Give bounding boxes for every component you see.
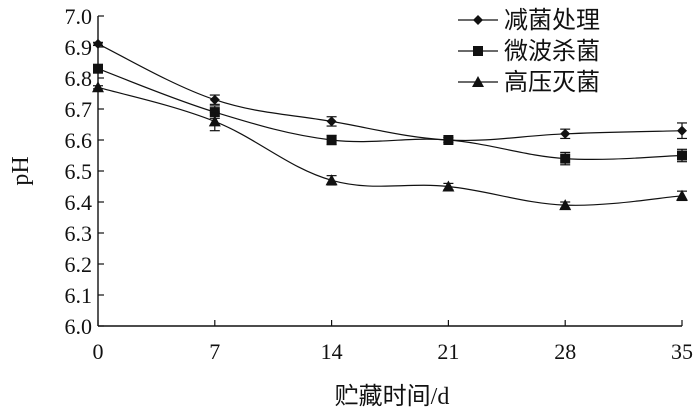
series-line bbox=[97, 43, 683, 142]
series-layer bbox=[92, 38, 688, 211]
series-triangle bbox=[92, 81, 688, 211]
x-tick-label: 0 bbox=[93, 339, 104, 364]
y-tick-label: 6.4 bbox=[65, 190, 93, 215]
data-point bbox=[93, 38, 103, 49]
data-point bbox=[677, 150, 687, 161]
data-point bbox=[208, 115, 221, 127]
legend-item: 减菌处理 bbox=[458, 7, 600, 34]
x-tick-label: 35 bbox=[671, 339, 693, 364]
y-tick-label: 6.0 bbox=[65, 314, 93, 339]
y-tick-label: 6.8 bbox=[65, 66, 93, 91]
data-point bbox=[326, 135, 337, 145]
legend-item: 高压灭菌 bbox=[458, 69, 600, 96]
data-point bbox=[92, 81, 104, 93]
data-point bbox=[93, 63, 103, 74]
x-tick-label: 28 bbox=[554, 339, 576, 364]
x-tick-label: 7 bbox=[209, 339, 220, 364]
legend-marker bbox=[472, 76, 484, 87]
data-point bbox=[326, 116, 337, 127]
x-tick-label: 14 bbox=[321, 339, 343, 364]
legend-label: 高压灭菌 bbox=[504, 69, 600, 96]
y-axis-title: pH bbox=[8, 156, 34, 185]
data-point bbox=[325, 174, 338, 186]
y-tick-label: 6.3 bbox=[65, 221, 93, 246]
series-line bbox=[97, 68, 683, 160]
data-point bbox=[560, 128, 571, 139]
legend-marker bbox=[473, 15, 483, 25]
y-tick-label: 6.9 bbox=[65, 35, 93, 60]
data-point bbox=[443, 135, 454, 145]
y-tick-label: 6.2 bbox=[65, 252, 93, 277]
axes: 贮藏时间/d pH 6.0 6.1 6.2 6.3 6.4 6.5 6.6 6.7 6.8 6.9… bbox=[8, 4, 693, 410]
data-point bbox=[442, 180, 455, 192]
x-tick-label: 21 bbox=[437, 339, 459, 364]
y-tick-label: 6.5 bbox=[65, 159, 93, 184]
data-point bbox=[677, 125, 687, 136]
y-tick-label: 6.7 bbox=[65, 97, 93, 122]
data-point bbox=[209, 94, 220, 105]
y-tick-label: 6.6 bbox=[65, 128, 93, 153]
data-point bbox=[559, 199, 572, 211]
data-point bbox=[560, 153, 571, 164]
legend-label: 微波杀菌 bbox=[504, 38, 600, 65]
legend-marker bbox=[473, 46, 483, 56]
legend-item: 微波杀菌 bbox=[458, 38, 600, 65]
x-axis-title: 贮藏时间/d bbox=[335, 383, 450, 410]
series-line bbox=[97, 86, 683, 206]
series-square bbox=[93, 63, 687, 166]
legend-label: 减菌处理 bbox=[504, 7, 600, 34]
y-tick-label: 7.0 bbox=[65, 4, 93, 29]
y-tick-label: 6.1 bbox=[65, 283, 93, 308]
data-point bbox=[676, 189, 688, 201]
